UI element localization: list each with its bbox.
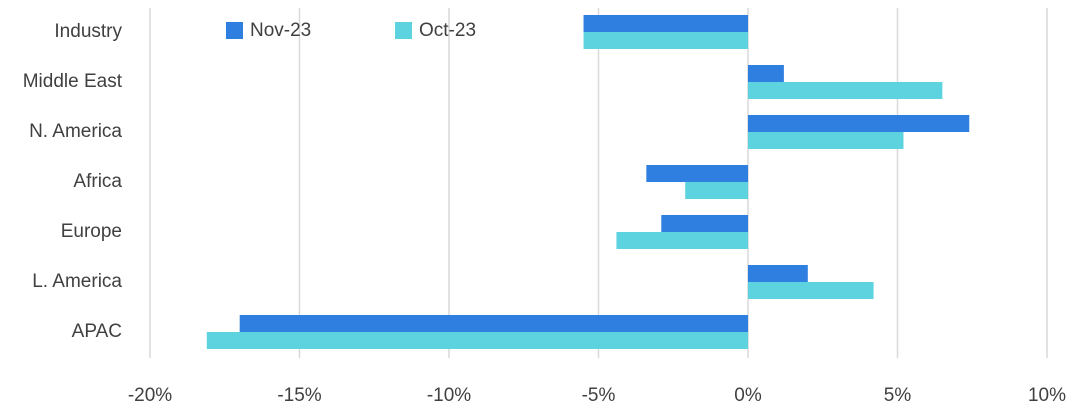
bar [616, 232, 748, 249]
x-tick-label: -15% [277, 385, 321, 406]
x-tick-label: -20% [128, 385, 172, 406]
bar [748, 115, 970, 132]
x-tick-label: 0% [734, 385, 762, 406]
legend-swatch [395, 22, 412, 39]
x-tick-label: 5% [884, 385, 912, 406]
legend-label: Oct-23 [419, 20, 476, 41]
bar [685, 182, 748, 199]
bar [748, 132, 904, 149]
y-tick-label: Middle East [23, 71, 123, 92]
legend-swatch [226, 22, 243, 39]
bar [583, 15, 748, 32]
bar [239, 315, 748, 332]
bar [583, 32, 748, 49]
bar [646, 165, 748, 182]
y-tick-label: Africa [73, 171, 122, 192]
bar [661, 215, 748, 232]
x-tick-label: -5% [582, 385, 616, 406]
bar [748, 82, 943, 99]
y-tick-label: N. America [29, 121, 122, 142]
bar [206, 332, 748, 349]
x-tick-label: 10% [1028, 385, 1066, 406]
bar [748, 65, 784, 82]
x-tick-label: -10% [427, 385, 471, 406]
y-tick-label: L. America [32, 271, 122, 292]
bar [748, 282, 874, 299]
y-tick-label: Europe [61, 221, 122, 242]
y-tick-label: APAC [72, 321, 122, 342]
bar [748, 265, 808, 282]
legend-label: Nov-23 [250, 20, 311, 41]
y-tick-label: Industry [54, 21, 122, 42]
